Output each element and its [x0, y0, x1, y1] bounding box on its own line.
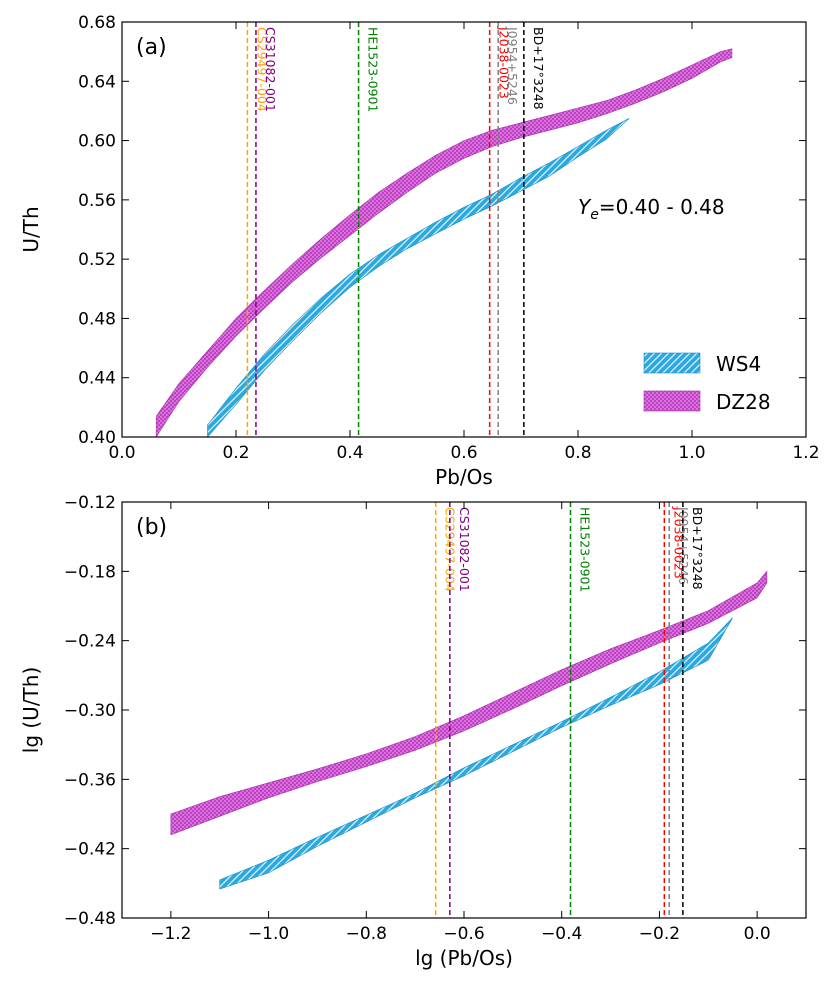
x-tick-label-panel-a: 1.0	[678, 443, 705, 463]
x-tick-label-panel-b: −1.0	[248, 924, 289, 944]
panel-a-label: (a)	[136, 35, 167, 60]
y-tick-label-panel-b: −0.48	[64, 909, 116, 929]
x-tick-label-panel-b: −0.8	[346, 924, 387, 944]
y-tick-label-panel-b: −0.24	[64, 632, 116, 652]
band-dz28-panel-b	[170, 570, 768, 836]
band-ws4-panel-b	[219, 617, 733, 890]
x-tick-label-panel-b: −0.2	[639, 924, 680, 944]
legend-swatch-dz28	[643, 390, 701, 412]
vline-label-he1523-0901-panel-b: HE1523-0901	[578, 507, 593, 592]
y-tick-label-panel-a: 0.40	[78, 428, 116, 448]
vline-label-cs31082-001-panel-a: CS31082-001	[263, 27, 278, 112]
x-tick-label-panel-a: 1.2	[792, 443, 819, 463]
band-dz28-panel-a	[155, 48, 733, 437]
y-tick-label-panel-a: 0.56	[78, 191, 116, 211]
x-tick-label-panel-a: 0.4	[336, 443, 363, 463]
y-tick-label-panel-b: −0.18	[64, 562, 116, 582]
y-tick-label-panel-a: 0.60	[78, 132, 116, 152]
panel-b-frame	[121, 501, 807, 919]
panel-b: CS29497-004 CS31082-001 HE1523-0901 J2038-0…	[19, 493, 807, 970]
legend: WS4 DZ28	[643, 352, 771, 414]
y-tick-label-panel-a: 0.68	[78, 13, 116, 33]
ye-annotation: Ye=0.40 - 0.48	[578, 195, 725, 223]
y-tick-label-panel-b: −0.42	[64, 840, 116, 860]
vline-label-cs29497-004-panel-a: CS29497-004	[254, 27, 269, 112]
panel-b-x-axis-label: lg (Pb/Os)	[415, 946, 513, 970]
legend-swatch-ws4	[643, 352, 701, 374]
y-tick-label-panel-a: 0.48	[78, 309, 116, 329]
vline-label-cs31082-001-panel-b: CS31082-001	[457, 507, 472, 592]
y-tick-label-panel-a: 0.64	[78, 72, 116, 92]
vline-label-j0954-5246-panel-b: J0954+5246	[676, 506, 691, 585]
panel-a-x-axis-label: Pb/Os	[435, 465, 493, 489]
vline-label-bd-17-3248-panel-a: BD+17°3248	[531, 27, 546, 110]
x-tick-label-panel-b: −0.4	[541, 924, 582, 944]
y-tick-label-panel-b: −0.12	[64, 493, 116, 513]
panel-b-label: (b)	[136, 515, 167, 540]
vline-label-j2038-0023-panel-a: J2038-0023	[497, 26, 512, 99]
y-tick-label-panel-a: 0.52	[78, 250, 116, 270]
x-tick-label-panel-b: 0.0	[744, 924, 771, 944]
y-tick-label-panel-b: −0.30	[64, 701, 116, 721]
x-tick-label-panel-a: 0.6	[450, 443, 477, 463]
x-tick-label-panel-a: 0.2	[222, 443, 249, 463]
y-tick-label-panel-a: 0.44	[78, 369, 116, 389]
x-tick-label-panel-a: 0.8	[564, 443, 591, 463]
legend-label-ws4: WS4	[716, 352, 761, 376]
vline-label-bd-17-3248-panel-b: BD+17°3248	[690, 507, 705, 590]
ye-annotation-subscript: e	[590, 207, 599, 223]
panel-b-y-axis-label: lg (U/Th)	[19, 667, 43, 753]
y-tick-label-panel-b: −0.36	[64, 770, 116, 790]
ye-annotation-symbol: Y	[578, 195, 592, 219]
vline-label-j0954-5246-panel-a: J0954+5246	[505, 26, 520, 105]
x-tick-label-panel-b: −0.6	[443, 924, 484, 944]
band-ws4-panel-a	[207, 118, 630, 437]
x-tick-label-panel-b: −1.2	[150, 924, 191, 944]
vline-label-cs29497-004-panel-b: CS29497-004	[443, 507, 458, 592]
x-tick-label-panel-a: 0.0	[108, 443, 135, 463]
vline-label-he1523-0901-panel-a: HE1523-0901	[366, 27, 381, 112]
ye-annotation-range: =0.40 - 0.48	[599, 195, 725, 219]
legend-label-dz28: DZ28	[716, 390, 771, 414]
panel-a-frame	[121, 21, 807, 438]
panel-a-y-axis-label: U/Th	[19, 206, 43, 252]
